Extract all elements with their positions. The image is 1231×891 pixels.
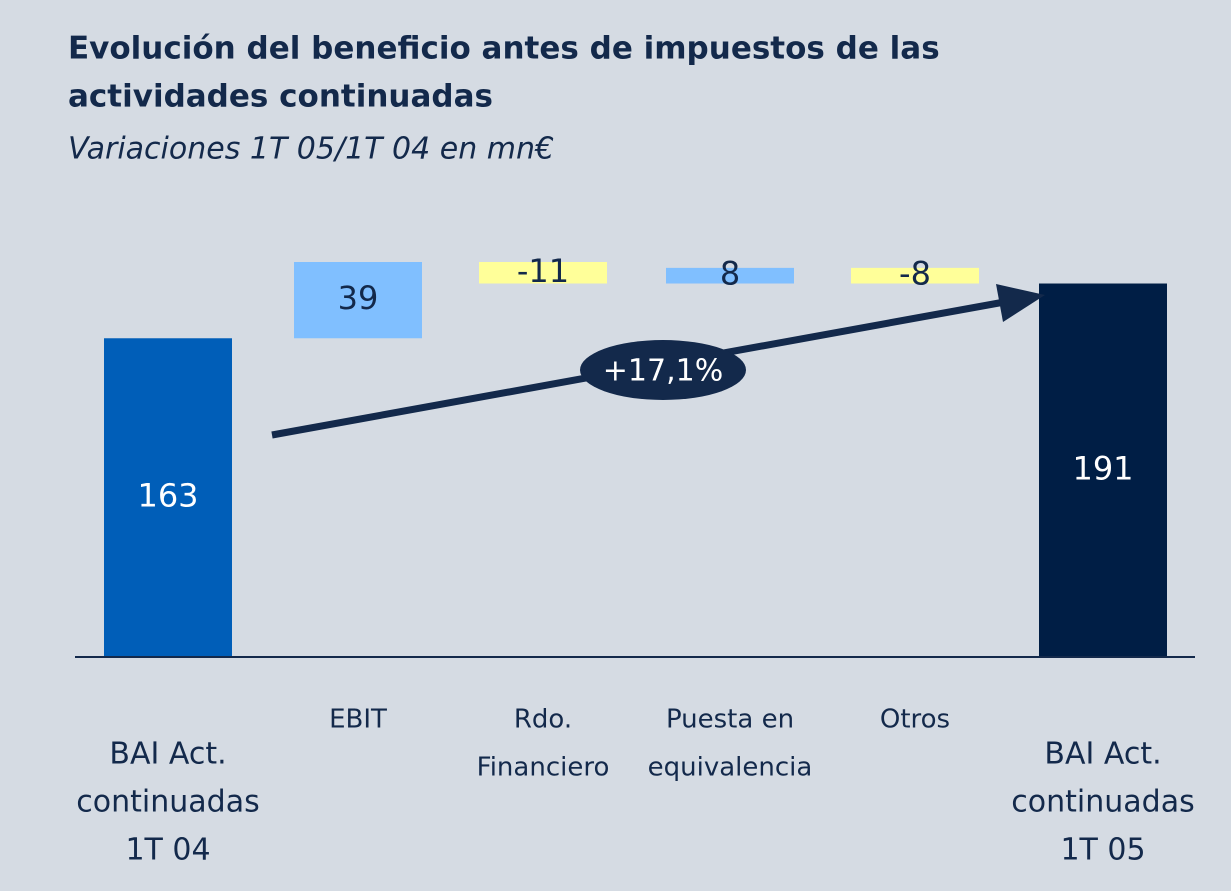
bar (294, 262, 422, 339)
x-tick-label: Rdo. (514, 705, 572, 735)
value-label: 39 (338, 279, 379, 317)
x-tick-label: Otros (880, 705, 950, 735)
chart-title: Evolución del beneficio antes de impuest… (68, 31, 940, 67)
x-tick-label: Financiero (477, 753, 610, 783)
x-tick-label: 1T 05 (1060, 833, 1145, 868)
x-tick-label: continuadas (76, 785, 259, 820)
value-label: 8 (720, 255, 740, 293)
x-tick-label: equivalencia (648, 753, 813, 783)
x-tick-label: BAI Act. (1044, 737, 1161, 772)
bar (666, 267, 794, 284)
value-label: -8 (899, 255, 931, 293)
chart-title: actividades continuadas (68, 79, 493, 115)
bar (1039, 283, 1167, 657)
x-tick-label: continuadas (1011, 785, 1194, 820)
x-tick-label: BAI Act. (109, 737, 226, 772)
annotation-badge (580, 340, 746, 400)
bar (104, 338, 232, 657)
bar (851, 267, 979, 284)
x-tick-label: EBIT (329, 705, 387, 735)
bar (479, 262, 607, 284)
x-tick-label: 1T 04 (125, 833, 210, 868)
arrow-head (996, 284, 1045, 322)
x-tick-label: Puesta en (666, 705, 794, 735)
annotation: +17,1% (603, 354, 723, 389)
chart-subtitle: Variaciones 1T 05/1T 04 en mn€ (68, 132, 554, 167)
value-label: -11 (517, 252, 569, 290)
value-label: 163 (137, 477, 198, 515)
value-label: 191 (1072, 449, 1133, 487)
